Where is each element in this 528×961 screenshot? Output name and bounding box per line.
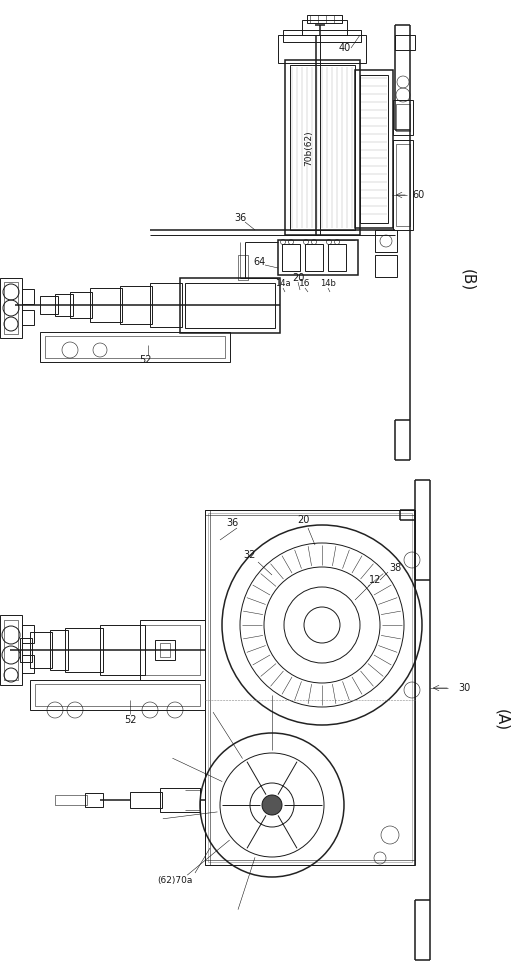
Text: 20: 20 xyxy=(292,273,304,283)
Bar xyxy=(393,100,413,135)
Text: 60: 60 xyxy=(412,190,425,200)
Bar xyxy=(355,70,393,228)
Bar xyxy=(90,288,122,322)
Bar xyxy=(22,655,34,673)
Text: 64: 64 xyxy=(254,257,266,267)
Bar xyxy=(20,638,32,662)
Text: 20: 20 xyxy=(297,515,309,525)
Bar xyxy=(145,625,200,675)
Bar xyxy=(55,795,87,805)
Bar xyxy=(55,294,73,316)
Bar xyxy=(30,680,205,710)
Bar xyxy=(40,332,230,362)
Bar xyxy=(0,615,22,685)
Bar xyxy=(278,35,366,63)
Bar xyxy=(307,15,342,23)
Bar xyxy=(22,310,34,325)
Bar xyxy=(130,792,162,808)
Bar xyxy=(328,244,346,271)
Text: 14a: 14a xyxy=(275,280,291,288)
Bar xyxy=(140,620,205,680)
Text: 52: 52 xyxy=(139,355,151,365)
Text: (62)70a: (62)70a xyxy=(157,875,193,884)
Bar xyxy=(285,60,360,235)
Bar xyxy=(375,255,397,277)
Text: 30: 30 xyxy=(458,683,470,693)
Text: 12: 12 xyxy=(369,575,381,585)
Text: 16: 16 xyxy=(299,280,311,288)
Text: 38: 38 xyxy=(389,563,401,573)
Bar xyxy=(65,628,103,672)
Bar xyxy=(155,640,175,660)
Text: 52: 52 xyxy=(124,715,136,725)
Bar xyxy=(150,283,182,327)
Text: 70b(62): 70b(62) xyxy=(305,130,314,166)
Bar xyxy=(22,625,34,643)
Bar xyxy=(360,75,388,223)
Bar xyxy=(100,625,145,675)
Text: 40: 40 xyxy=(339,43,351,53)
Bar xyxy=(205,510,415,865)
Text: 32: 32 xyxy=(244,550,256,560)
Bar xyxy=(290,65,355,230)
Bar xyxy=(396,104,410,131)
Bar xyxy=(40,296,58,314)
Bar xyxy=(208,513,412,862)
Bar xyxy=(22,289,34,304)
Bar xyxy=(282,244,300,271)
Bar xyxy=(160,643,170,657)
Bar xyxy=(375,230,397,252)
Text: 14b: 14b xyxy=(320,280,336,288)
Bar xyxy=(278,240,358,275)
Text: (B): (B) xyxy=(460,269,476,291)
Text: 36: 36 xyxy=(234,213,246,223)
Bar xyxy=(70,292,92,318)
Bar xyxy=(396,144,410,226)
Bar xyxy=(238,255,248,280)
Circle shape xyxy=(262,795,282,815)
Bar xyxy=(45,336,225,358)
Bar xyxy=(50,630,68,670)
Bar xyxy=(305,244,323,271)
Bar xyxy=(85,793,103,807)
Bar xyxy=(393,140,413,230)
Text: 36: 36 xyxy=(226,518,238,528)
Bar xyxy=(283,30,361,42)
Bar xyxy=(0,278,22,338)
Bar xyxy=(4,282,18,334)
Bar xyxy=(35,684,200,706)
Text: (A): (A) xyxy=(495,709,510,731)
Bar xyxy=(185,283,275,328)
Bar xyxy=(180,278,280,333)
Bar xyxy=(302,20,347,35)
Bar xyxy=(160,788,200,812)
Bar xyxy=(395,35,415,50)
Bar xyxy=(120,286,152,324)
Bar xyxy=(30,632,52,668)
Bar xyxy=(4,620,18,680)
